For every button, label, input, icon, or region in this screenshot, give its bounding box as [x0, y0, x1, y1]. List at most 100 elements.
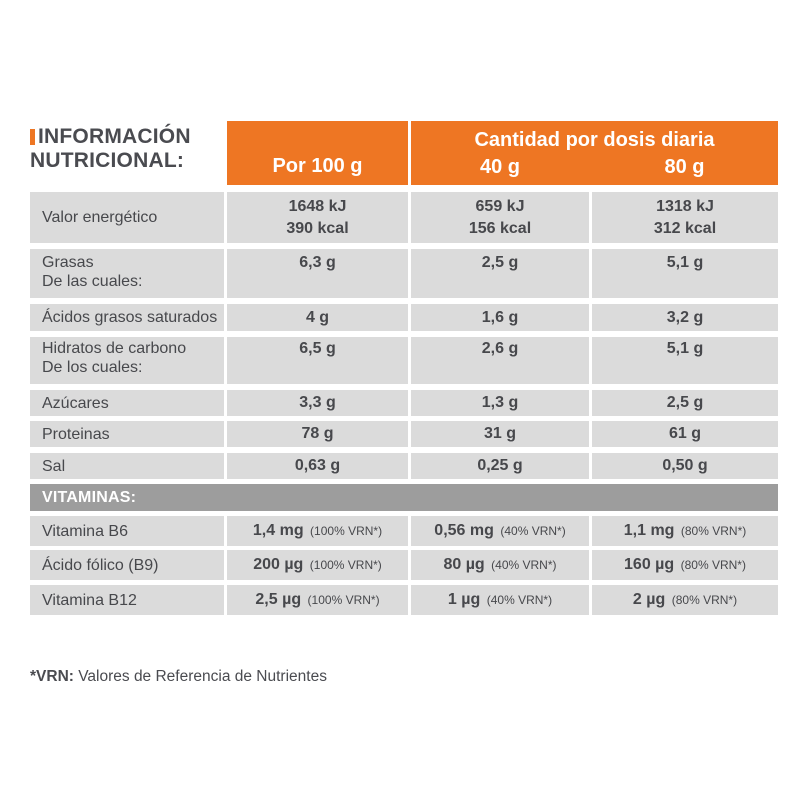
value-text: 2,5 g: [666, 394, 704, 411]
value-text: 2,6 g: [481, 340, 519, 357]
table-row-sal: Sal 0,63 g 0,25 g 0,50 g: [30, 453, 778, 479]
row-label-text: Sal: [42, 457, 66, 475]
value-kj: 659 kJ: [475, 197, 525, 215]
vitamins-section-header: VITAMINAS:: [30, 484, 778, 511]
value-40g: 80 µg (40% VRN*): [411, 550, 589, 580]
title-text-line1: INFORMACIÓN: [38, 124, 191, 148]
vitamins-section-title: VITAMINAS:: [42, 488, 137, 506]
value-percent-vrn: (40% VRN*): [486, 593, 553, 607]
row-label-text: Vitamina B6: [42, 522, 128, 540]
value-per-100g: 6,3 g: [227, 249, 408, 298]
value-text: 2,5 g: [481, 254, 519, 271]
row-label: Azúcares: [30, 390, 224, 416]
value-text: 1,3 g: [481, 394, 519, 411]
row-label-text: Ácido fólico (B9): [42, 556, 159, 574]
row-label: Vitamina B12: [30, 585, 224, 615]
table-title-line2: NUTRICIONAL:: [30, 149, 224, 173]
row-label: Proteinas: [30, 421, 224, 447]
table-row-acidos-grasos: Ácidos grasos saturados 4 g 1,6 g 3,2 g: [30, 304, 778, 331]
value-per-100g: 78 g: [227, 421, 408, 447]
value-per-100g: 200 µg (100% VRN*): [227, 550, 408, 580]
value-percent-vrn: (80% VRN*): [671, 593, 738, 607]
vrn-footnote: *VRN: Valores de Referencia de Nutriente…: [30, 667, 327, 686]
orange-accent-bar: [30, 128, 35, 145]
row-label-text: Azúcares: [42, 394, 109, 412]
value-per-100g: 3,3 g: [227, 390, 408, 416]
table-header-row: INFORMACIÓN NUTRICIONAL: Por 100 g Canti…: [30, 121, 778, 185]
row-label: Grasas De las cuales:: [30, 249, 224, 298]
value-percent-vrn: (80% VRN*): [680, 524, 747, 538]
value-text: 6,5 g: [299, 340, 336, 357]
value-text: 2 µg: [632, 591, 666, 608]
value-40g: 2,6 g: [411, 337, 589, 384]
table-title-line1: INFORMACIÓN: [30, 125, 224, 149]
value-80g: 3,2 g: [592, 304, 778, 331]
value-text: 1,4 mg: [252, 522, 304, 539]
value-80g: 2,5 g: [592, 390, 778, 416]
value-40g: 1 µg (40% VRN*): [411, 585, 589, 615]
row-label-text: Proteinas: [42, 425, 110, 443]
value-40g: 0,25 g: [411, 453, 589, 479]
value-kj: 1318 kJ: [656, 197, 714, 215]
table-row-proteinas: Proteinas 78 g 31 g 61 g: [30, 421, 778, 447]
value-text: 61 g: [668, 425, 701, 442]
value-percent-vrn: (40% VRN*): [491, 558, 557, 572]
row-sublabel-text: De las cuales:: [42, 273, 143, 290]
table-row-acido-folico: Ácido fólico (B9) 200 µg (100% VRN*) 80 …: [30, 550, 778, 580]
value-80g: 160 µg (80% VRN*): [592, 550, 778, 580]
value-kj: 1648 kJ: [288, 197, 347, 215]
row-label: Ácidos grasos saturados: [30, 304, 224, 331]
value-80g: 1318 kJ 312 kcal: [592, 192, 778, 243]
daily-dose-subcolumns: 40 g 80 g: [411, 156, 778, 178]
value-40g: 2,5 g: [411, 249, 589, 298]
row-label-text: Hidratos de carbono: [42, 340, 187, 357]
table-row-valor-energetico: Valor energético 1648 kJ 390 kcal 659 kJ…: [30, 192, 778, 243]
value-kcal: 156 kcal: [468, 219, 532, 237]
value-80g: 0,50 g: [592, 453, 778, 479]
value-text: 0,25 g: [477, 457, 523, 474]
row-sublabel-text: De los cuales:: [42, 359, 143, 376]
row-label-text: Vitamina B12: [42, 591, 137, 609]
column-header-80g: 80 g: [664, 156, 705, 178]
value-40g: 1,6 g: [411, 304, 589, 331]
column-header-40g: 40 g: [479, 156, 521, 178]
row-label: Valor energético: [30, 192, 224, 243]
value-kcal: 390 kcal: [286, 219, 349, 237]
value-text: 80 µg: [443, 556, 485, 573]
title-text-line2: NUTRICIONAL:: [30, 148, 185, 172]
value-80g: 2 µg (80% VRN*): [592, 585, 778, 615]
value-per-100g: 6,5 g: [227, 337, 408, 384]
value-80g: 5,1 g: [592, 249, 778, 298]
value-per-100g: 0,63 g: [227, 453, 408, 479]
value-text: 6,3 g: [299, 254, 336, 271]
column-header-daily-dose: Cantidad por dosis diaria 40 g 80 g: [411, 121, 778, 185]
value-text: 4 g: [305, 308, 330, 326]
value-text: 1,6 g: [481, 308, 519, 326]
table-row-grasas: Grasas De las cuales: 6,3 g 2,5 g 5,1 g: [30, 249, 778, 298]
row-label-text: Ácidos grasos saturados: [42, 309, 218, 326]
value-text: 3,3 g: [299, 394, 336, 411]
row-label: Hidratos de carbono De los cuales:: [30, 337, 224, 384]
table-row-azucares: Azúcares 3,3 g 1,3 g 2,5 g: [30, 390, 778, 416]
table-row-vitamina-b6: Vitamina B6 1,4 mg (100% VRN*) 0,56 mg (…: [30, 516, 778, 546]
value-text: 0,63 g: [294, 457, 341, 474]
value-percent-vrn: (80% VRN*): [680, 558, 746, 572]
table-row-vitamina-b12: Vitamina B12 2,5 µg (100% VRN*) 1 µg (40…: [30, 585, 778, 615]
row-label: Vitamina B6: [30, 516, 224, 546]
value-text: 5,1 g: [666, 254, 704, 271]
value-text: 0,50 g: [662, 457, 708, 474]
row-label-text: Grasas: [42, 254, 94, 271]
column-header-per-100g: Por 100 g: [227, 121, 408, 185]
value-percent-vrn: (40% VRN*): [500, 524, 566, 538]
row-label: Ácido fólico (B9): [30, 550, 224, 580]
value-kcal: 312 kcal: [653, 219, 717, 237]
value-per-100g: 1,4 mg (100% VRN*): [227, 516, 408, 546]
value-percent-vrn: (100% VRN*): [309, 558, 382, 572]
daily-dose-title: Cantidad por dosis diaria: [474, 129, 715, 151]
table-title: INFORMACIÓN NUTRICIONAL:: [30, 121, 224, 185]
value-text: 200 µg: [253, 556, 304, 573]
value-text: 160 µg: [624, 556, 675, 573]
value-percent-vrn: (100% VRN*): [310, 524, 383, 538]
value-40g: 0,56 mg (40% VRN*): [411, 516, 589, 546]
